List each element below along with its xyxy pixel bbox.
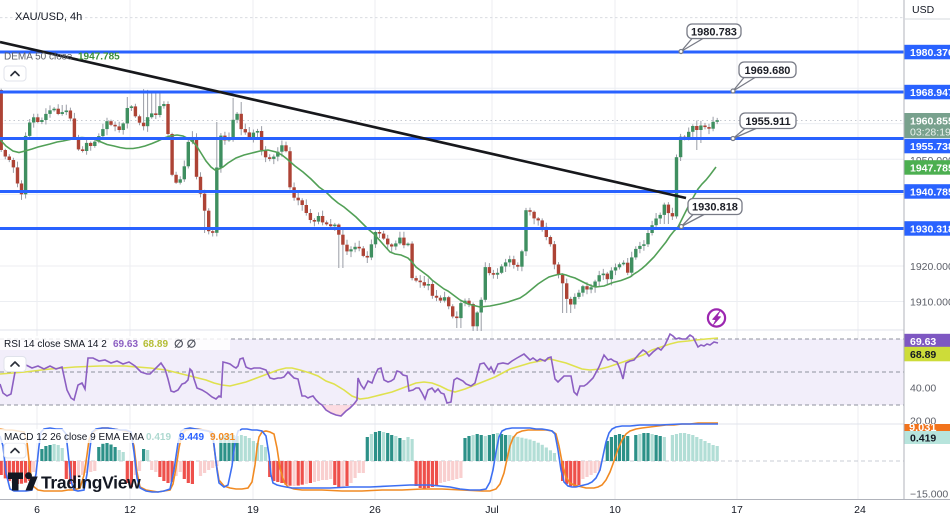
svg-text:68.89: 68.89 — [910, 349, 936, 361]
svg-text:DEMA 50 close: DEMA 50 close — [4, 52, 73, 63]
svg-text:USD: USD — [912, 4, 935, 16]
svg-text:1910.000: 1910.000 — [910, 296, 950, 308]
svg-text:1980.376: 1980.376 — [910, 47, 950, 59]
svg-text:−15.000: −15.000 — [910, 488, 948, 500]
svg-text:∅ ∅: ∅ ∅ — [174, 339, 196, 351]
svg-text:1960.855: 1960.855 — [910, 116, 950, 128]
svg-text:1980.783: 1980.783 — [691, 26, 737, 38]
svg-text:Jul: Jul — [485, 504, 498, 516]
svg-text:1940.785: 1940.785 — [910, 186, 950, 198]
svg-text:6: 6 — [34, 504, 40, 516]
svg-text:1955.738: 1955.738 — [910, 141, 950, 153]
svg-text:24: 24 — [854, 504, 866, 516]
svg-text:12: 12 — [124, 504, 136, 516]
svg-text:MACD 12 26 close 9 EMA EMA: MACD 12 26 close 9 EMA EMA — [4, 432, 144, 443]
svg-text:1968.947: 1968.947 — [910, 87, 950, 99]
svg-text:19: 19 — [247, 504, 259, 516]
svg-text:17: 17 — [731, 504, 743, 516]
svg-text:69.63: 69.63 — [113, 339, 138, 350]
svg-text:RSI 14 close SMA 14 2: RSI 14 close SMA 14 2 — [4, 339, 107, 350]
svg-text:0.419: 0.419 — [146, 432, 171, 443]
svg-text:26: 26 — [369, 504, 381, 516]
svg-text:9.031: 9.031 — [909, 422, 937, 434]
svg-text:1969.680: 1969.680 — [745, 65, 791, 77]
svg-text:1930.318: 1930.318 — [910, 223, 950, 235]
svg-text:68.89: 68.89 — [143, 339, 168, 350]
svg-text:03:28:19: 03:28:19 — [910, 127, 950, 139]
svg-text:10: 10 — [609, 504, 621, 516]
svg-text:TradingView: TradingView — [41, 473, 141, 493]
svg-text:9.031: 9.031 — [210, 432, 235, 443]
svg-text:1947.785: 1947.785 — [78, 52, 120, 63]
svg-text:40.00: 40.00 — [910, 382, 936, 394]
svg-text:9.449: 9.449 — [179, 432, 204, 443]
svg-text:1930.818: 1930.818 — [692, 202, 738, 214]
svg-text:1920.000: 1920.000 — [910, 261, 950, 273]
svg-text:69.63: 69.63 — [910, 336, 936, 348]
svg-text:0.419: 0.419 — [910, 432, 936, 444]
svg-text:1947.785: 1947.785 — [910, 162, 950, 174]
svg-text:1955.911: 1955.911 — [745, 116, 790, 128]
svg-text:XAU/USD, 4h: XAU/USD, 4h — [15, 11, 82, 23]
